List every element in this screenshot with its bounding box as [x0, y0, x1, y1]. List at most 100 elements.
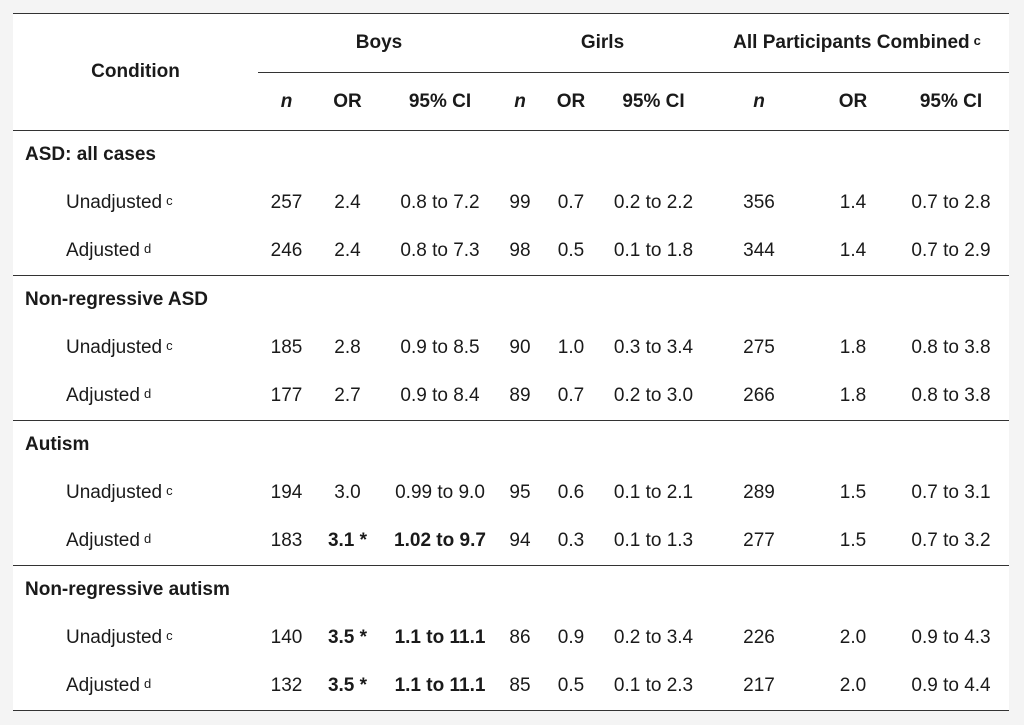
cell-girls-n: 90 [509, 337, 531, 358]
table-row: Unadjusted c 185 2.8 0.9 to 8.5 90 1.0 0.… [13, 324, 1009, 372]
cell-girls-n: 85 [500, 662, 540, 711]
row-label: Adjusted d [13, 517, 258, 566]
cell-all-n: 289 [743, 482, 775, 503]
cell-girls-ci: 0.2 to 2.2 [613, 192, 694, 213]
cell-boys-ci: 0.8 to 7.2 [400, 192, 480, 213]
cell-girls-n: 94 [509, 530, 531, 551]
header-or: OR [556, 90, 586, 112]
cell-all-ci: 0.9 to 4.3 [911, 627, 991, 648]
footnote-marker: d [143, 531, 152, 546]
cell-all-or: 1.4 [839, 192, 867, 213]
footnote-marker: d [143, 676, 152, 691]
cell-boys-n: 185 [270, 337, 303, 358]
cell-all-or: 1.4 [839, 240, 867, 261]
table-row: Adjusted d 132 3.5 * 1.1 to 11.1 85 0.5 0… [13, 662, 1009, 711]
cell-boys-or: 2.4 [334, 192, 361, 213]
cell-all-or: 2.0 [813, 662, 893, 711]
cell-boys-or: 2.7 [334, 385, 361, 406]
header-n: n [514, 90, 526, 112]
cell-boys-or: 3.5 * [327, 627, 368, 648]
footnote-marker: c [166, 628, 173, 643]
header-ci: 95% CI [408, 90, 472, 112]
section-title: Autism [13, 420, 1009, 469]
cell-all-or: 2.0 [839, 627, 867, 648]
cell-girls-or: 1.0 [557, 337, 585, 358]
cell-girls-ci: 0.3 to 3.4 [613, 337, 694, 358]
header-condition: Condition [13, 13, 258, 131]
row-label: Unadjusted c [13, 469, 258, 517]
cell-girls-or: 0.6 [557, 482, 585, 503]
header-n: n [280, 90, 293, 112]
row-label-text: Adjusted [66, 675, 140, 696]
cell-girls-or: 0.3 [557, 530, 585, 551]
footnote-marker: c [166, 338, 173, 353]
row-label-text: Adjusted [66, 385, 140, 406]
cell-boys-n: 140 [270, 627, 303, 648]
cell-all-n: 266 [743, 385, 775, 406]
cell-all-or: 1.8 [839, 337, 867, 358]
header-group-boys: Boys [258, 13, 500, 73]
cell-all-or: 1.5 [839, 530, 867, 551]
row-label: Adjusted d [13, 227, 258, 276]
row-label: Unadjusted c [13, 179, 258, 227]
header-group-combined-label: All Participants Combined [733, 32, 970, 53]
section-row: Non-regressive ASD [13, 275, 1009, 324]
cell-boys-n: 194 [270, 482, 303, 503]
cell-all-n: 226 [743, 627, 775, 648]
table-row: Adjusted d 246 2.4 0.8 to 7.3 98 0.5 0.1 … [13, 227, 1009, 276]
cell-girls-or: 0.5 [540, 662, 602, 711]
cell-boys-ci: 1.1 to 11.1 [394, 627, 486, 648]
cell-girls-or: 0.7 [557, 192, 585, 213]
cell-girls-or: 0.7 [557, 385, 585, 406]
header-or: OR [333, 90, 362, 112]
cell-girls-n: 89 [509, 385, 531, 406]
cell-boys-ci: 0.9 to 8.4 [400, 385, 480, 406]
cell-boys-or: 3.0 [334, 482, 361, 503]
table-container: Condition Boys Girls All Participants Co… [13, 13, 1009, 711]
cell-all-n: 275 [743, 337, 775, 358]
cell-all-n: 356 [743, 192, 775, 213]
header-group-combined: All Participants Combined c [705, 13, 1009, 73]
cell-boys-n: 257 [270, 192, 303, 213]
cell-boys-or: 3.5 * [315, 662, 380, 711]
footnote-marker: c [166, 193, 173, 208]
cell-all-ci: 0.9 to 4.4 [893, 662, 1009, 711]
cell-girls-n: 86 [509, 627, 531, 648]
section-title: ASD: all cases [13, 130, 1009, 179]
row-label-text: Unadjusted [66, 627, 163, 648]
cell-boys-ci: 0.8 to 7.3 [400, 240, 480, 261]
row-label: Unadjusted c [13, 324, 258, 372]
row-label-text: Unadjusted [66, 337, 163, 358]
table-row: Adjusted d 177 2.7 0.9 to 8.4 89 0.7 0.2 … [13, 372, 1009, 421]
header-group-girls: Girls [500, 13, 705, 73]
cell-boys-ci: 0.99 to 9.0 [395, 482, 485, 503]
cell-all-ci: 0.7 to 3.1 [911, 482, 991, 503]
footnote-marker: d [143, 386, 152, 401]
header-ci: 95% CI [919, 90, 983, 112]
cell-girls-ci: 0.2 to 3.0 [613, 385, 694, 406]
cell-all-n: 277 [743, 530, 775, 551]
cell-all-or: 1.8 [839, 385, 867, 406]
cell-boys-ci: 1.02 to 9.7 [394, 530, 486, 551]
cell-girls-n: 98 [509, 240, 531, 261]
row-label: Unadjusted c [13, 614, 258, 662]
cell-girls-ci: 0.2 to 3.4 [613, 627, 694, 648]
cell-all-ci: 0.8 to 3.8 [911, 337, 991, 358]
row-label: Adjusted d [13, 372, 258, 421]
row-label-text: Adjusted [66, 240, 140, 261]
footnote-marker: c [973, 33, 981, 48]
section-title: Non-regressive ASD [13, 275, 1009, 324]
cell-all-ci: 0.7 to 2.9 [911, 240, 991, 261]
table-row: Unadjusted c 257 2.4 0.8 to 7.2 99 0.7 0.… [13, 179, 1009, 227]
footnote-marker: c [166, 483, 173, 498]
cell-all-ci: 0.7 to 2.8 [911, 192, 991, 213]
cell-boys-or: 2.8 [334, 337, 361, 358]
results-table: Condition Boys Girls All Participants Co… [13, 13, 1009, 711]
cell-girls-ci: 0.1 to 2.1 [613, 482, 694, 503]
cell-girls-n: 95 [509, 482, 531, 503]
row-label-text: Adjusted [66, 530, 140, 551]
cell-girls-n: 99 [509, 192, 531, 213]
cell-boys-n: 183 [270, 530, 303, 551]
cell-boys-n: 132 [258, 662, 315, 711]
cell-girls-or: 0.5 [557, 240, 585, 261]
